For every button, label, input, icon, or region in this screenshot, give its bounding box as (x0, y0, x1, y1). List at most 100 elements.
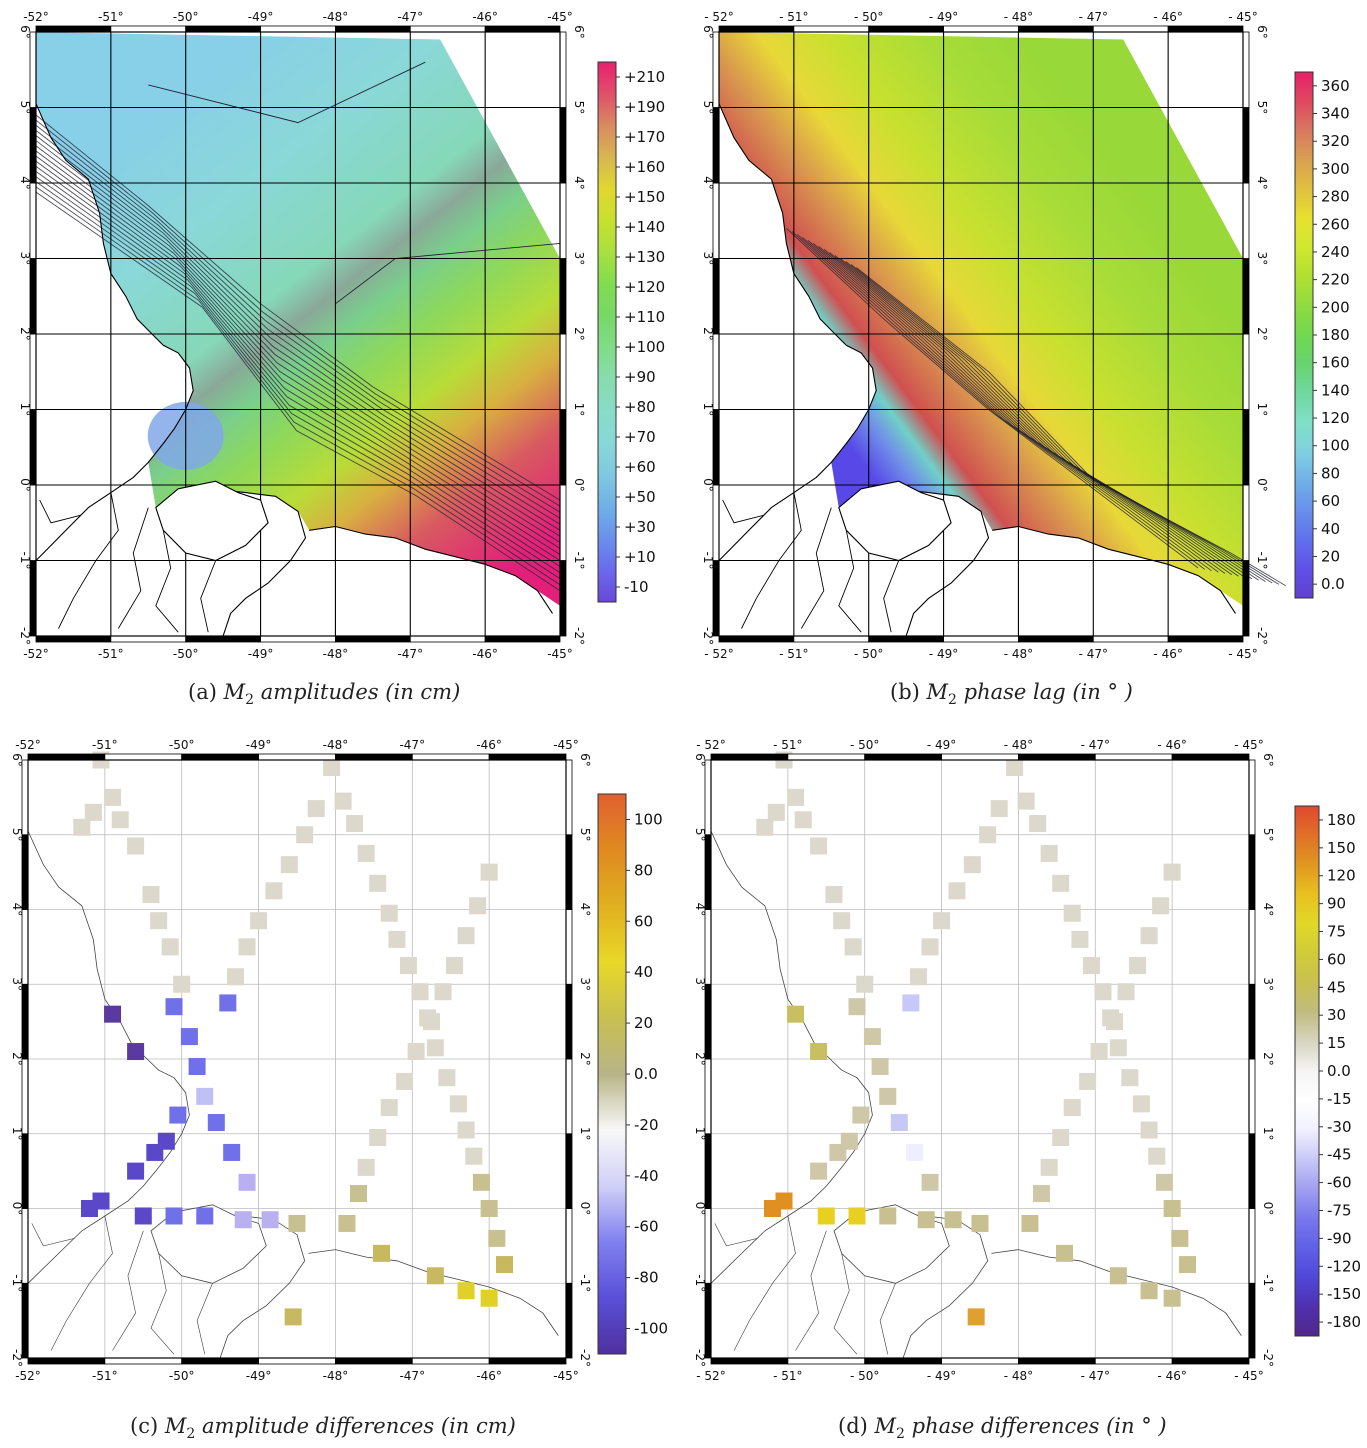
map-frame: - 52° - 52° - 51° - 51° - 50° - 50° - 49° - 49°… (693, 738, 1275, 1383)
frame-segment (864, 753, 942, 761)
frame-segment (704, 983, 712, 1060)
frame-segment (29, 484, 37, 561)
lat-tick-label-right: 6° (572, 25, 586, 39)
frame-segment (409, 25, 486, 33)
colorbar-label: 360 (1321, 77, 1350, 95)
station-marker (856, 975, 874, 993)
colorbar-label: 180 (1321, 326, 1350, 344)
station-marker (127, 1043, 145, 1061)
frame-segment (704, 1133, 712, 1209)
lat-tick-label-right: 6° (1261, 753, 1275, 767)
frame-segment (1167, 635, 1244, 643)
station-marker (1117, 983, 1135, 1001)
station-markers (73, 751, 514, 1326)
frame-border (710, 759, 1250, 1359)
contour-line (807, 240, 1226, 574)
station-marker (472, 1173, 490, 1191)
colorbar-label: 80 (1321, 464, 1340, 482)
colorbar-label: +120 (624, 278, 665, 296)
station-marker (1056, 1244, 1074, 1262)
lon-tick-label-bottom: - 51° (779, 647, 808, 661)
colorbar-label: 260 (1321, 215, 1350, 233)
colorbar-label: -100 (634, 1320, 668, 1338)
colorbar-label: -180 (1327, 1313, 1361, 1331)
lon-tick-label-bottom: - 50° (854, 647, 883, 661)
lon-tick-label-top: - 48° (1004, 738, 1033, 752)
lat-tick-label-left: -1° (10, 1274, 24, 1292)
contour-line (829, 252, 1253, 580)
colorbar-label: 15 (1327, 1034, 1346, 1052)
lon-tick-label-top: -46° (476, 738, 502, 752)
map-frame: -52° -52° -51° -51° -50° -50° -49° -49° -48° -48°… (10, 738, 592, 1383)
contour-line (35, 140, 561, 531)
contour-line (35, 181, 561, 579)
station-marker (979, 826, 997, 844)
coastline (35, 103, 553, 637)
station-marker (188, 1057, 206, 1075)
station-marker (902, 994, 920, 1012)
frame-segment (565, 983, 573, 1060)
caption-main: M2 phase lag (in ° ) (926, 680, 1133, 709)
colorbar-label: +30 (624, 518, 656, 536)
coastline-segment (308, 1249, 559, 1336)
station-marker (369, 1128, 387, 1146)
lat-tick-label-left: 6° (701, 25, 715, 39)
frame-segment (21, 1208, 29, 1284)
lon-tick-label-top: - 47° (1081, 738, 1110, 752)
lat-tick-label-left: 4° (701, 176, 715, 190)
station-marker (446, 957, 464, 975)
station-marker (833, 912, 851, 930)
colorbar-label: 160 (1321, 354, 1350, 372)
station-marker (127, 837, 145, 855)
station-marker (1155, 1173, 1173, 1191)
river (31, 1223, 75, 1247)
station-marker (161, 938, 179, 956)
station-marker (296, 826, 314, 844)
station-marker (1148, 1147, 1166, 1165)
lon-tick-label-bottom: - 45° (1228, 647, 1257, 661)
lat-tick-label-right: 5° (1255, 101, 1269, 115)
frame-segment (110, 635, 187, 643)
colorbar-ramp (597, 61, 617, 603)
lon-tick-label-bottom: -48° (323, 647, 349, 661)
frame-segment (21, 759, 29, 836)
frame-segment (1248, 1133, 1256, 1209)
frame-segment (1242, 107, 1250, 184)
lat-tick-label-left: -1° (18, 552, 32, 570)
station-marker (434, 983, 452, 1001)
frame-segment (484, 25, 561, 33)
lat-tick-label-left: -2° (10, 1349, 24, 1367)
station-marker (496, 1256, 514, 1274)
frame-segment (712, 31, 720, 108)
colorbar-label: -75 (1327, 1201, 1352, 1219)
lat-tick-label-right: 4° (578, 903, 592, 917)
lat-tick-label-right: 0° (1255, 478, 1269, 492)
frame-segment (943, 25, 1019, 33)
colorbar-phase-lag: 360 340 320 300 280 260 240 220 200 180 160 140 120 1… (1294, 71, 1350, 599)
contour-line (840, 258, 1266, 582)
frame-segment (21, 983, 29, 1060)
station-marker (852, 1106, 870, 1124)
frame-segment (559, 107, 567, 184)
frame-segment (1248, 1058, 1256, 1135)
station-marker (1032, 1185, 1050, 1203)
frame-segment (793, 635, 870, 643)
station-marker (1063, 904, 1081, 922)
lat-tick-label-right: 5° (578, 828, 592, 842)
frame-segment (712, 258, 720, 335)
contour-line (35, 130, 561, 519)
frame-segment (488, 1357, 567, 1365)
frame-segment (21, 834, 29, 910)
lon-tick-label-top: - 45° (1234, 738, 1263, 752)
lat-tick-label-left: 4° (10, 903, 24, 917)
lon-tick-label-bottom: - 52° (704, 647, 733, 661)
colorbar-label: +60 (624, 458, 656, 476)
island-outline (155, 480, 269, 562)
caption-label: (b) (890, 680, 920, 704)
colorbar-amplitude: +210 +190 +170 +160 +150 +140 +130 +120 +110 +100… (597, 61, 665, 603)
lat-tick-label-right: 3° (572, 252, 586, 266)
frame-border (27, 759, 567, 1359)
station-marker (1079, 1072, 1097, 1090)
station-marker (380, 1099, 398, 1117)
river (838, 530, 862, 633)
